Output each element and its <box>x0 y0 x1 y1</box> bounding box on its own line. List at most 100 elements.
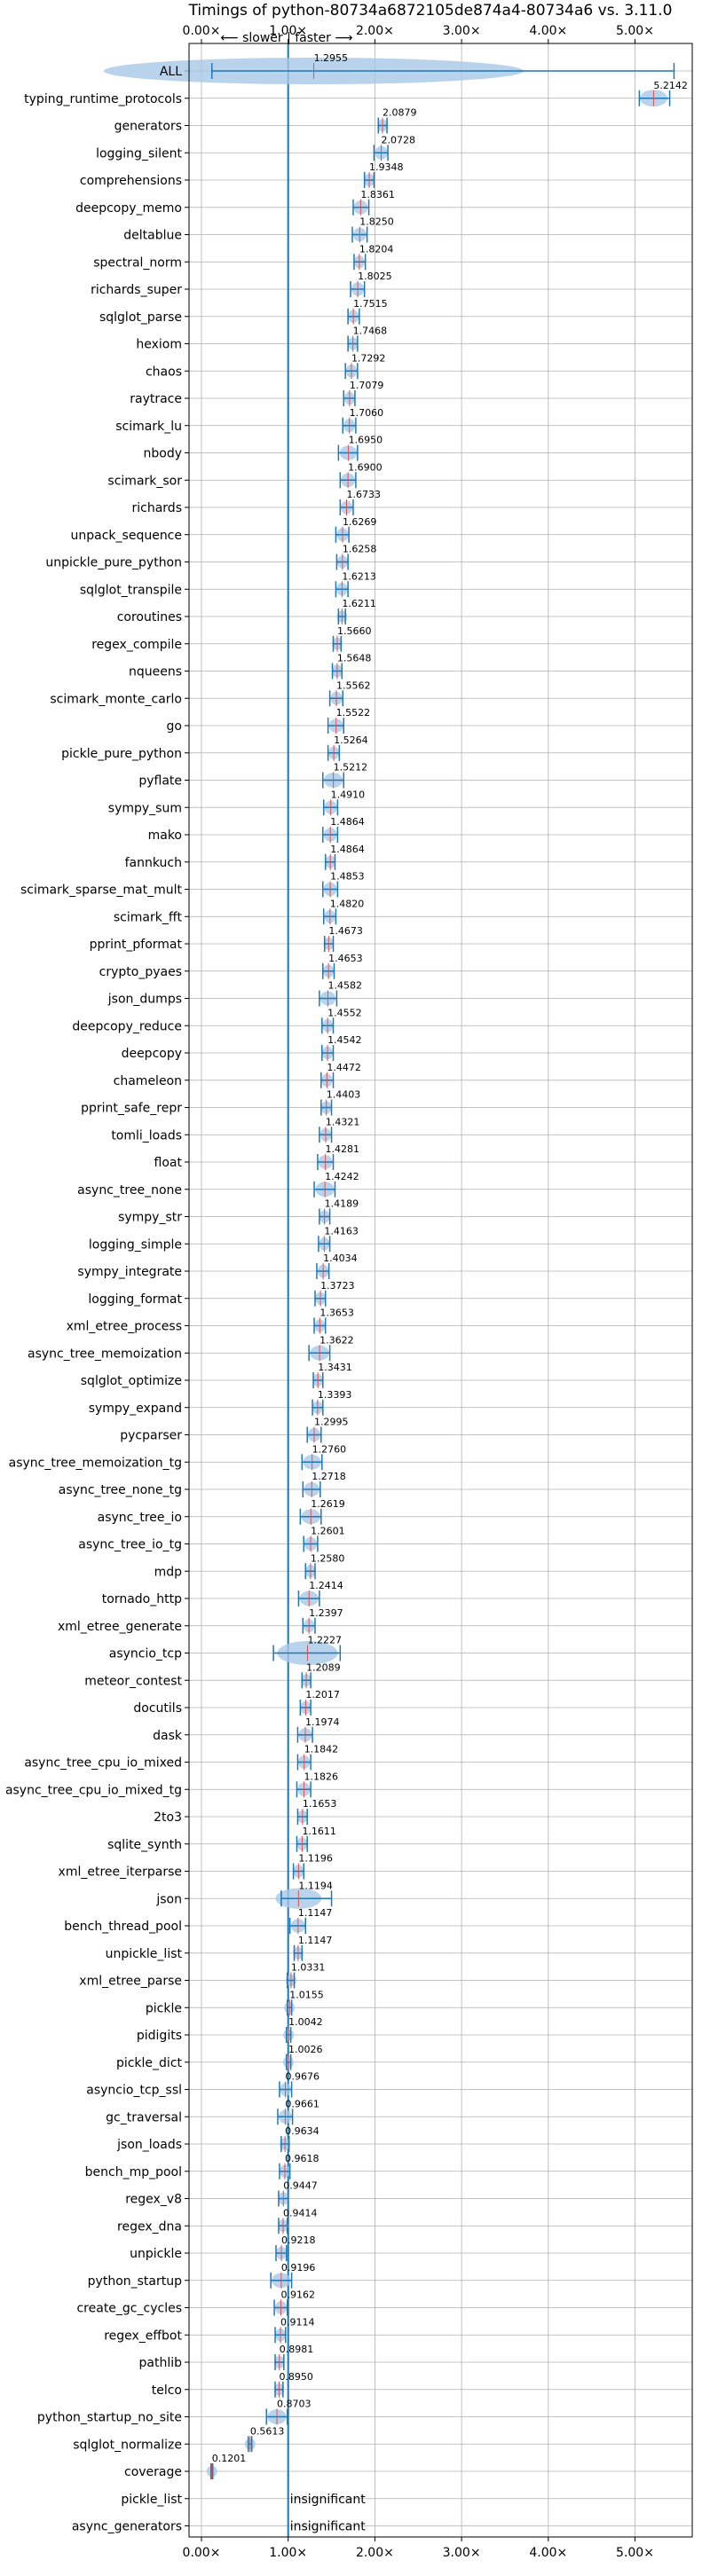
label-layer: ALL typing_runtime_protocols generators log… <box>5 24 688 2560</box>
value-label: 1.4864 <box>330 844 365 855</box>
benchmark-label: mako <box>148 829 182 843</box>
benchmark-label: xml_etree_generate <box>58 1620 182 1634</box>
benchmark-label: bench_thread_pool <box>64 1920 182 1934</box>
chart-title: Timings of python-80734a6872105de874a4-8… <box>188 2 673 20</box>
value-label: 0.9661 <box>285 2098 320 2109</box>
value-label: 2.0879 <box>383 107 417 119</box>
benchmark-label: create_gc_cycles <box>76 2302 182 2316</box>
benchmark-label: regex_compile <box>91 638 182 652</box>
value-label: 1.4189 <box>325 1198 359 1210</box>
x-tick-label-bottom: 2.00× <box>356 2546 394 2560</box>
value-label: 1.4653 <box>328 953 363 964</box>
benchmark-label: pickle <box>146 2001 182 2015</box>
benchmark-label: sympy_str <box>118 1211 182 1225</box>
benchmark-label: spectral_norm <box>93 255 182 270</box>
benchmark-label: ALL <box>160 65 182 79</box>
value-label: 1.7515 <box>353 298 388 310</box>
benchmark-label: scimark_sor <box>107 474 182 488</box>
value-label: 1.2227 <box>307 1635 342 1646</box>
benchmark-label: dask <box>153 1729 183 1743</box>
value-label: 1.4281 <box>326 1143 360 1155</box>
benchmark-label: regex_effbot <box>104 2329 182 2343</box>
value-label: 1.4403 <box>327 1089 361 1101</box>
grid-layer <box>185 39 692 2541</box>
value-label: 2.0728 <box>382 134 416 145</box>
value-label: 1.2397 <box>309 1607 343 1619</box>
benchmark-label: unpack_sequence <box>71 529 182 543</box>
value-label: 1.6733 <box>346 489 381 500</box>
value-label: 1.2995 <box>314 1417 349 1428</box>
x-tick-label-top: 4.00× <box>529 24 567 38</box>
value-label: 1.1196 <box>298 1853 333 1865</box>
benchmark-label: go <box>167 719 182 734</box>
benchmark-label: deepcopy_reduce <box>72 1019 182 1033</box>
value-label: 1.6211 <box>342 598 376 609</box>
value-label: 1.2601 <box>311 1526 345 1537</box>
benchmark-label: comprehensions <box>80 174 182 188</box>
benchmark-label: coverage <box>124 2465 182 2479</box>
benchmark-label: logging_format <box>88 1292 182 1307</box>
plot-frame <box>188 43 693 2538</box>
x-tick-label-top: 1.00× <box>269 24 307 38</box>
benchmark-label: async_tree_cpu_io_mixed <box>24 1756 182 1771</box>
benchmark-label: python_startup_no_site <box>37 2411 182 2425</box>
x-tick-label-bottom: 3.00× <box>443 2546 481 2560</box>
benchmark-label: tornado_http <box>102 1592 182 1606</box>
benchmark-label: regex_dna <box>117 2219 182 2234</box>
value-label: 1.4163 <box>324 1225 359 1237</box>
value-label: 0.9114 <box>280 2316 315 2328</box>
value-label: 1.1842 <box>304 1744 339 1755</box>
x-tick-label-bottom: 4.00× <box>529 2546 567 2560</box>
value-label: 1.1611 <box>302 1826 336 1837</box>
value-label: 1.2619 <box>311 1498 345 1510</box>
value-label: 0.9218 <box>281 2234 316 2246</box>
value-label: 1.4582 <box>327 980 362 992</box>
value-label: 1.4034 <box>323 1253 358 1264</box>
value-label: 1.4321 <box>326 1116 360 1127</box>
value-label: 1.3622 <box>320 1334 354 1346</box>
value-label: 1.1826 <box>304 1771 339 1782</box>
benchmark-label: fannkuch <box>125 856 182 870</box>
benchmark-label: raytrace <box>130 392 182 406</box>
value-label: 1.1974 <box>305 1716 340 1728</box>
benchmark-label: docutils <box>133 1701 182 1716</box>
benchmark-label: regex_v8 <box>125 2193 182 2207</box>
value-label: 1.2760 <box>312 1443 347 1455</box>
value-label: 1.5212 <box>334 762 368 774</box>
value-label: 1.8204 <box>359 243 394 255</box>
value-label: 1.4673 <box>328 925 363 937</box>
x-tick-label-bottom: 5.00× <box>616 2546 654 2560</box>
benchmark-label: pickle_list <box>121 2493 182 2507</box>
benchmark-label: pidigits <box>137 2029 182 2043</box>
value-label: 0.8981 <box>280 2344 314 2355</box>
value-label: 1.4820 <box>330 898 365 909</box>
value-label: 0.5613 <box>250 2425 285 2437</box>
benchmark-label: pickle_dict <box>116 2056 183 2070</box>
benchmark-label: async_tree_none <box>77 1183 182 1198</box>
insignificant-label: insignificant <box>290 2520 367 2534</box>
value-label: 0.9162 <box>281 2289 316 2301</box>
benchmark-label: sqlglot_parse <box>99 310 182 325</box>
x-tick-label-top: 5.00× <box>616 24 654 38</box>
benchmark-label: async_tree_memoization <box>28 1347 182 1361</box>
benchmark-label: scimark_fft <box>114 910 183 924</box>
value-label: 1.6950 <box>349 435 383 446</box>
benchmark-label: async_tree_io_tg <box>78 1538 182 1552</box>
benchmark-label: hexiom <box>136 338 182 352</box>
value-label: 1.7079 <box>350 380 384 391</box>
value-label: 1.5562 <box>336 679 371 691</box>
insignificant-label: insignificant <box>290 2493 367 2507</box>
x-tick-label-top: 0.00× <box>183 24 221 38</box>
value-label: 0.9414 <box>283 2207 318 2219</box>
benchmark-label: pathlib <box>139 2356 183 2370</box>
benchmark-label: sympy_sum <box>108 801 182 815</box>
value-label: 5.2142 <box>653 80 688 91</box>
benchmark-label: chameleon <box>114 1074 182 1088</box>
value-label: 1.8250 <box>359 216 394 228</box>
benchmark-label: nqueens <box>129 665 182 679</box>
benchmark-label: richards_super <box>91 283 182 297</box>
value-label: 1.1147 <box>298 1935 333 1946</box>
value-label: 1.2955 <box>314 52 349 64</box>
benchmark-label: bench_mp_pool <box>85 2165 182 2179</box>
